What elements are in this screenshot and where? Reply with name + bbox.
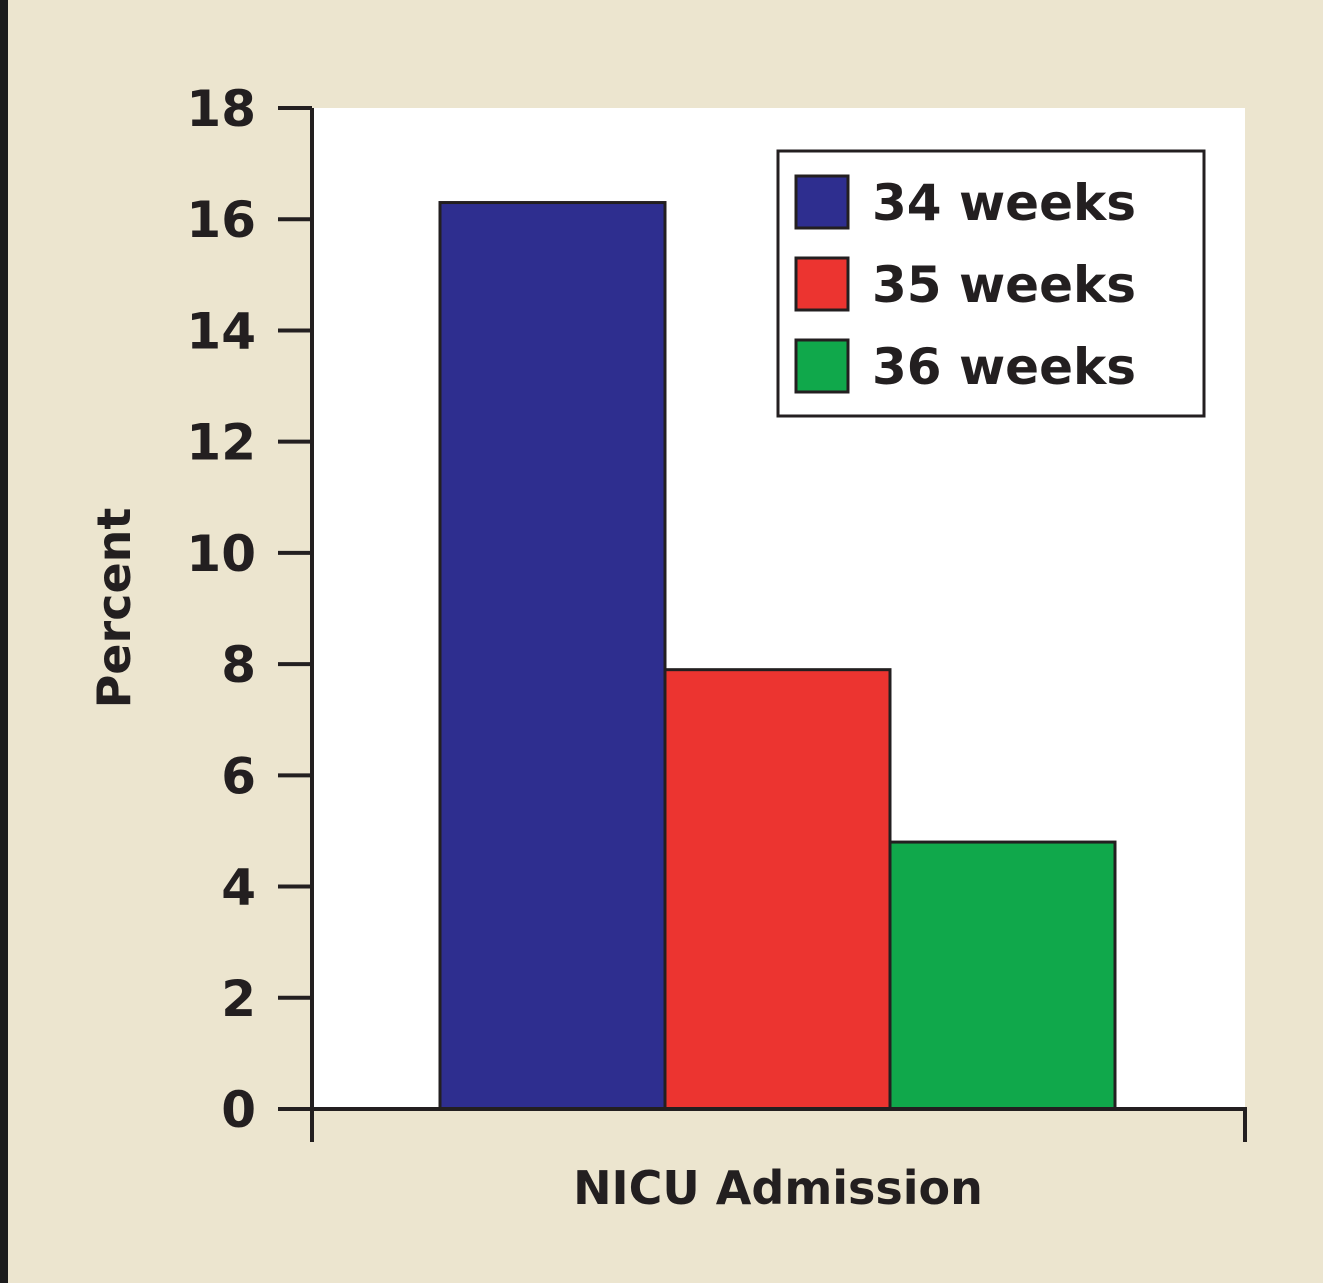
legend-label-36-weeks: 36 weeks (872, 338, 1136, 396)
legend-swatch-36-weeks (794, 338, 850, 394)
legend-label-34-weeks: 34 weeks (872, 174, 1136, 232)
y-tick-label-16: 16 (186, 191, 256, 249)
legend: 34 weeks 35 weeks 36 weeks (776, 149, 1206, 418)
legend-label-35-weeks: 35 weeks (872, 256, 1136, 314)
y-tick-label-4: 4 (221, 859, 256, 917)
y-axis-label: Percent (87, 508, 141, 709)
legend-swatch-34-weeks (794, 174, 850, 230)
y-tick-label-12: 12 (186, 414, 256, 472)
axes (278, 108, 1247, 1142)
bars (438, 201, 1117, 1111)
y-tick-label-10: 10 (186, 525, 256, 583)
y-tick-label-18: 18 (186, 80, 256, 138)
y-tick-label-2: 2 (221, 970, 256, 1028)
legend-swatch-35-weeks (794, 256, 850, 312)
left-border (0, 0, 8, 1283)
y-tick-label-6: 6 (221, 747, 256, 805)
bar-34-weeks (438, 201, 667, 1111)
y-tick-label-0: 0 (221, 1081, 256, 1139)
y-tick-label-14: 14 (186, 302, 256, 360)
y-tick-label-8: 8 (221, 636, 256, 694)
bar-35-weeks (663, 668, 892, 1111)
x-axis-label: NICU Admission (573, 1161, 983, 1215)
bar-36-weeks (888, 840, 1117, 1111)
y-ticks: 0 2 4 6 8 10 12 14 16 18 (186, 80, 312, 1139)
